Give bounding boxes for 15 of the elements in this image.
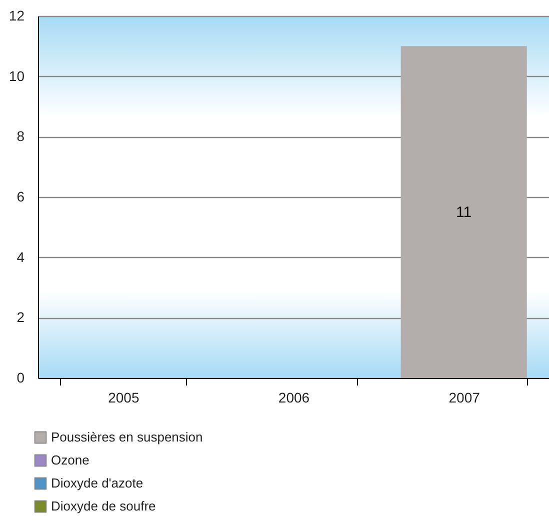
x-tick-label: 2007 xyxy=(448,390,480,406)
legend-label: Dioxyde d'azote xyxy=(51,476,144,490)
y-tick-label: 6 xyxy=(16,188,25,204)
y-tick-label: 12 xyxy=(8,8,25,24)
legend-label: Dioxyde de soufre xyxy=(51,498,156,514)
legend-label: Ozone xyxy=(51,452,90,468)
y-tick-label: 10 xyxy=(8,68,25,84)
y-tick-label: 0 xyxy=(16,370,25,386)
x-tick-label: 2005 xyxy=(108,390,140,406)
y-tick-label: 2 xyxy=(16,309,25,326)
legend-label: Poussières en suspension xyxy=(51,430,203,444)
x-tick-label: 2006 xyxy=(278,390,310,406)
y-tick-label: 8 xyxy=(16,128,25,144)
data-label: 11 xyxy=(456,204,472,222)
y-tick-label: 4 xyxy=(16,248,25,265)
